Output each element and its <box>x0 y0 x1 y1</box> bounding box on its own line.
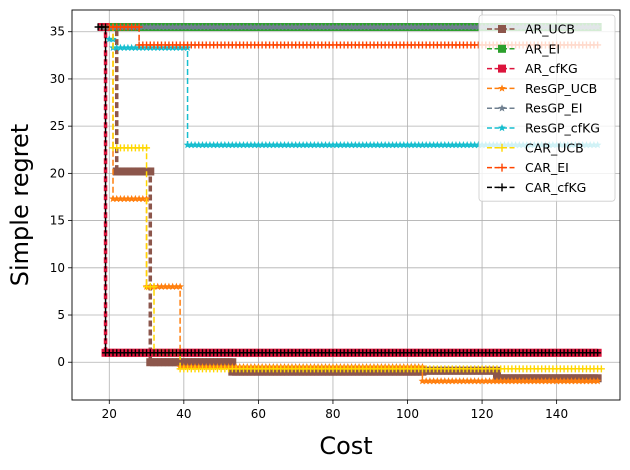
data-point <box>560 377 568 385</box>
y-tick-label: 15 <box>50 214 65 228</box>
data-point <box>329 23 337 31</box>
x-tick-label: 80 <box>325 407 340 421</box>
data-point <box>221 23 229 31</box>
legend-item: AR_UCB <box>487 22 575 37</box>
legend-marker <box>498 143 506 152</box>
legend-label: ResGP_cfKG <box>525 121 600 136</box>
plot-border <box>71 9 621 401</box>
data-point <box>276 141 285 149</box>
y-tick-label: 10 <box>50 261 65 275</box>
data-point <box>508 377 516 385</box>
data-point <box>347 141 356 149</box>
axis-ticks: 20 40 60 80 100 120 140 0 5 10 15 20 25 30 35 <box>50 25 568 421</box>
x-tick-label: 120 <box>471 407 494 421</box>
data-point <box>206 141 214 149</box>
y-tick-label: 0 <box>57 355 65 369</box>
plot-frame <box>71 9 621 401</box>
data-point <box>258 23 266 31</box>
x-tick-label: 20 <box>102 407 117 421</box>
legend-item: ResGP_EI <box>487 101 582 116</box>
data-point <box>452 377 460 385</box>
legend-item: CAR_EI <box>487 160 569 175</box>
data-point <box>187 141 196 149</box>
data-point <box>295 141 304 149</box>
legend-item: CAR_UCB <box>487 140 584 155</box>
legend-item: CAR_cfKG <box>487 180 586 195</box>
y-tick-label: 25 <box>50 119 65 133</box>
series-CAR_cfKG <box>94 23 602 357</box>
legend-marker <box>498 104 506 112</box>
legend-label: ResGP_EI <box>525 101 582 116</box>
x-axis-label: Cost <box>319 432 372 460</box>
legend-box <box>478 14 616 202</box>
data-point <box>366 141 375 149</box>
data-point <box>366 23 375 31</box>
data-point <box>239 23 248 31</box>
series-line <box>101 26 598 46</box>
data-point <box>489 377 498 385</box>
data-point <box>187 23 196 31</box>
legend-marker <box>498 44 506 53</box>
legend-item: AR_cfKG <box>487 61 578 76</box>
x-tick-label: 60 <box>251 407 266 421</box>
legend-item: ResGP_UCB <box>487 81 597 96</box>
y-tick-label: 5 <box>57 308 65 322</box>
legend-item: ResGP_cfKG <box>487 121 600 136</box>
y-tick-label: 20 <box>50 166 65 180</box>
data-point <box>347 23 356 31</box>
legend-marker <box>498 183 506 192</box>
legend-marker <box>498 25 506 33</box>
legend-label: ResGP_UCB <box>525 81 597 96</box>
legend-label: CAR_EI <box>525 160 569 175</box>
legend-marker <box>498 84 506 92</box>
data-point <box>593 377 602 385</box>
legend-marker <box>498 124 506 132</box>
series-line <box>101 26 598 382</box>
data-point <box>314 141 322 149</box>
legend-label: CAR_cfKG <box>525 180 586 195</box>
legend-label: CAR_UCB <box>525 140 584 155</box>
legend-item: AR_EI <box>487 41 560 56</box>
legend: AR_UCB AR_EI AR_cfKG ResGP_UCB ResGP_EI ResGP… <box>478 14 616 202</box>
data-point <box>437 23 445 31</box>
data-point <box>578 377 587 385</box>
data-point <box>150 23 158 31</box>
y-axis-label: Simple regret <box>6 124 34 286</box>
data-point <box>258 141 266 149</box>
legend-label: AR_EI <box>525 41 560 56</box>
data-point <box>228 358 237 367</box>
legend-marker <box>498 163 506 172</box>
x-tick-label: 40 <box>176 407 191 421</box>
y-tick-label: 35 <box>50 25 65 39</box>
data-point <box>276 23 285 31</box>
x-tick-label: 100 <box>396 407 419 421</box>
data-point <box>295 23 304 31</box>
y-tick-label: 30 <box>50 72 65 86</box>
data-point <box>168 23 177 31</box>
legend-label: AR_cfKG <box>525 61 578 76</box>
legend-marker <box>498 64 506 73</box>
data-point <box>168 282 177 290</box>
x-tick-label: 140 <box>545 407 568 421</box>
data-point <box>470 377 479 385</box>
series-line <box>101 26 602 370</box>
legend-label: AR_UCB <box>525 22 575 37</box>
data-point <box>418 377 427 385</box>
series-line <box>98 26 598 354</box>
